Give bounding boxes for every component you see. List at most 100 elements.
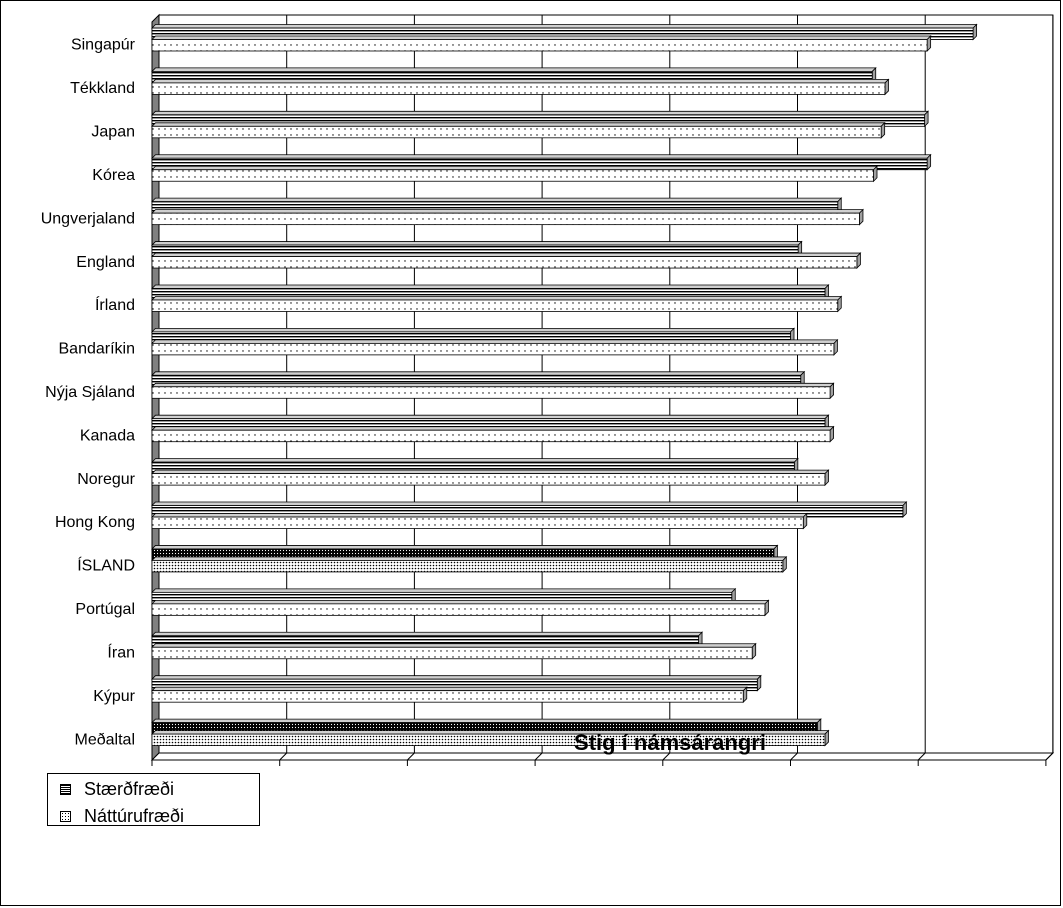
gridline-floor [790,752,798,761]
bar-math-top [151,371,806,376]
bar-science-top [151,382,835,388]
bar-science [151,338,839,356]
bar-science-front [151,82,886,95]
bar-science [151,555,788,573]
legend-label-science: Náttúrufræði [84,806,185,826]
bar-math-top [151,414,830,420]
bar-science-front [151,342,835,356]
gridline-floor [1045,752,1054,761]
category-label: Kýpur [93,688,135,705]
category-label: Ungverjaland [41,210,135,227]
bar-science [151,121,886,139]
bar-science [151,35,932,52]
category-label: Meðaltal [75,731,135,748]
bar-math [151,240,803,258]
category-label: Japan [91,124,135,141]
bar-math [151,110,930,128]
bar-science-top [151,599,770,605]
legend: Stærðfræði Náttúrufræði [47,773,260,826]
bar-science-front [151,690,744,703]
bar-math [151,544,779,562]
bar-chart: 0100200300400500600700SingapúrTékklandJa… [41,13,1055,766]
gridline-floor [407,752,415,761]
bar-math-top [151,241,803,246]
bar-science-front [151,733,826,746]
bar-science-top [151,469,830,475]
bar-math [151,501,908,518]
category-label: Portúgal [75,601,135,618]
bar-science-top [151,686,748,692]
legend-label-math: Stærðfræði [84,779,175,799]
bar-science [151,599,770,617]
legend-item-science: Náttúrufræði [60,803,259,830]
bar-science-front [151,125,882,139]
bar-math-top [151,501,908,506]
category-label: England [76,254,135,271]
bar-science [151,78,890,96]
category-label: Singapúr [71,37,136,54]
bar-math-top [151,67,877,72]
legend-swatch-science [60,811,71,822]
category-label: Nýja Sjáland [45,384,135,401]
bar-math-top [151,458,799,463]
legend-item-math: Stærðfræði [60,776,259,803]
bar-math-top [151,284,830,289]
bar-science-top [151,643,757,648]
bar-science-front [151,646,753,660]
category-label: Íran [107,642,135,661]
category-label: Noregur [77,471,135,488]
category-label: ÍSLAND [77,556,135,575]
bar-math [151,718,822,736]
bar-science-top [151,296,843,301]
x-axis-title: Stig í námsárangri [574,730,766,755]
bar-science-top [151,513,808,518]
bar-science-top [151,165,878,171]
bar-math [151,674,762,692]
bar-science [151,295,843,313]
bar-science-top [151,426,835,431]
category-label: Hong Kong [55,514,135,531]
bar-science-front [151,516,804,529]
gridline-floor [279,752,288,761]
bar-math-top [151,327,795,333]
bar-science-front [151,560,784,573]
bar-science-front [151,39,928,52]
bar-science [151,425,835,443]
bar-math-top [151,675,762,680]
category-label: Tékkland [70,80,135,97]
bar-science-top [151,339,839,344]
category-label: Bandaríkin [59,341,136,358]
gridline-floor [917,752,926,761]
bar-math-top [151,718,822,723]
bar-math-top [151,197,843,203]
legend-swatch-math [60,784,71,795]
bar-science [151,382,835,400]
bar-science [151,165,878,183]
bar-science [151,642,757,660]
bar-science [151,469,830,487]
bar-math-top [151,588,737,593]
bar-math-top [151,110,930,116]
bar-science-front [151,212,860,226]
bar-science-front [151,386,831,399]
bar-science-front [151,169,874,182]
bar-science-front [151,473,826,486]
bar-science-front [151,429,831,443]
bar-science [151,729,830,747]
bar-science [151,686,748,704]
bar-math [151,587,737,605]
bar-science-top [151,252,862,257]
bar-math-top [151,631,704,637]
bar-science [151,512,808,530]
bar-science-top [151,209,864,214]
bar-math-top [151,545,779,550]
bar-science-front [151,256,858,269]
gridline-floor [662,752,671,761]
bar-science-top [151,35,932,40]
category-label: Kanada [80,427,135,444]
gridline-floor [534,752,543,761]
category-label: Kórea [92,167,135,184]
bar-science-top [151,556,788,561]
axis-labels: 0100200300400500600700SingapúrTékklandJa… [41,37,136,749]
